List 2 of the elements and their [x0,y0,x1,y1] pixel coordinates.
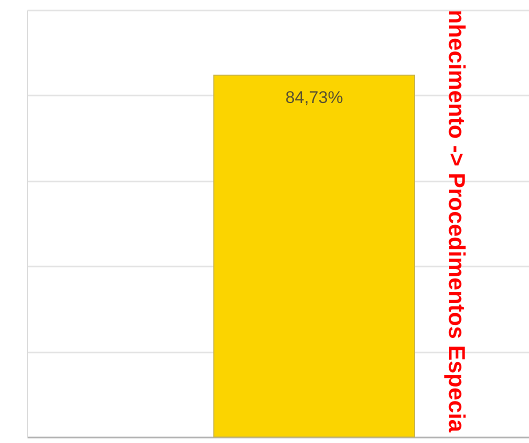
annotation: nhecimento -> Procedimentos Especia [444,10,470,432]
data-label: 84,73% [285,88,343,108]
